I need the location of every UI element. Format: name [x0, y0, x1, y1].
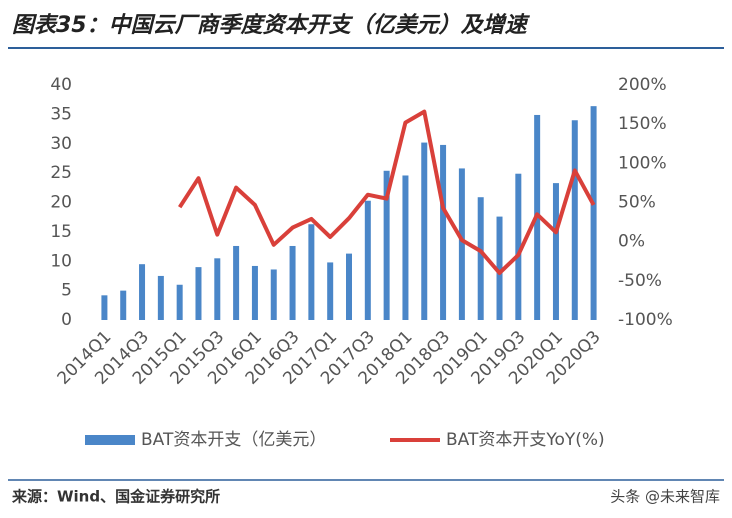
bar [195, 267, 202, 320]
bar [289, 245, 296, 320]
y-tick-label: 0 [61, 310, 72, 330]
y2-tick-label: 200% [618, 75, 667, 95]
bar [251, 265, 258, 320]
y-tick-label: 5 [61, 281, 72, 301]
chart-title: 图表35：中国云厂商季度资本开支（亿美元）及增速 [12, 12, 531, 38]
bar [327, 262, 334, 320]
bar [346, 253, 352, 320]
y-tick-label: 10 [50, 251, 72, 271]
bar [515, 173, 522, 320]
bar [440, 144, 447, 320]
bar [176, 284, 183, 320]
legend-label: BAT资本开支YoY(%) [446, 430, 605, 450]
y-tick-label: 20 [50, 193, 72, 213]
y2-tick-label: 150% [618, 114, 667, 134]
y2-tick-label: -100% [618, 310, 673, 330]
legend-swatch [85, 435, 135, 445]
bar [101, 295, 108, 320]
bar [590, 106, 597, 321]
bar [139, 264, 146, 320]
bar [496, 216, 503, 320]
watermark: 头条 @未来智库 [610, 488, 720, 506]
bar [383, 170, 390, 320]
y-tick-label: 25 [50, 163, 72, 183]
y-tick-label: 15 [50, 222, 72, 242]
y2-tick-label: 0% [618, 232, 645, 252]
bar [270, 269, 277, 320]
bar [120, 290, 127, 320]
bar [571, 120, 578, 320]
y-tick-label: 30 [50, 134, 72, 154]
bar [157, 275, 164, 320]
bar [477, 197, 484, 320]
legend-label: BAT资本开支（亿美元） [141, 430, 326, 450]
bar [402, 175, 409, 320]
y-tick-label: 40 [50, 75, 72, 95]
y2-tick-label: 100% [618, 153, 667, 173]
bar [233, 245, 240, 320]
y2-tick-label: -50% [618, 271, 662, 291]
bar [552, 183, 559, 320]
bar [214, 258, 221, 320]
bar [308, 224, 315, 320]
y-tick-label: 35 [50, 104, 72, 124]
y2-tick-label: 50% [618, 193, 656, 213]
source: 来源：Wind、国金证券研究所 [11, 488, 220, 506]
line [178, 109, 596, 275]
bar [421, 142, 428, 320]
bar [458, 168, 465, 320]
bar [364, 200, 371, 320]
